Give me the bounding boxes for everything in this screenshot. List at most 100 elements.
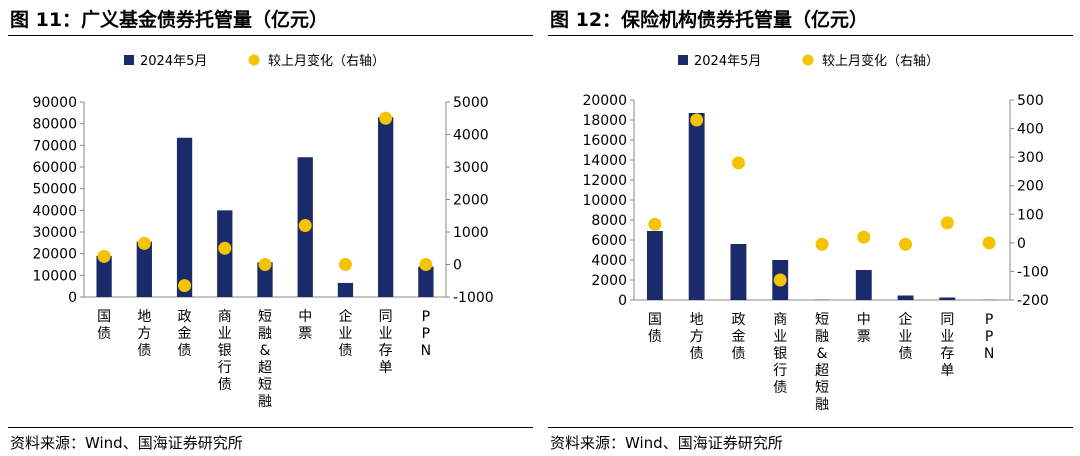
- change-point: [258, 258, 272, 271]
- right-axis-tick-label: 2000: [453, 193, 489, 209]
- title-rule: [8, 35, 533, 36]
- change-point: [690, 113, 704, 127]
- left-axis-tick-label: 50000: [32, 182, 77, 198]
- left-axis-tick-label: 8000: [591, 213, 627, 229]
- right-axis-tick-label: 200: [1017, 179, 1044, 195]
- right-axis-tick-label: 300: [1017, 150, 1044, 166]
- left-axis-tick-label: 0: [68, 290, 77, 306]
- left-axis-tick-label: 90000: [32, 95, 77, 111]
- left-axis-tick-label: 16000: [582, 133, 627, 149]
- change-point: [940, 216, 954, 230]
- change-point: [648, 217, 662, 231]
- category-label: 商业银行债: [773, 312, 787, 396]
- bar: [136, 241, 152, 297]
- right-axis-tick-label: 0: [453, 258, 462, 274]
- bar: [418, 266, 434, 297]
- figure-title: 图 12：保险机构债券托管量（亿元）: [550, 9, 869, 31]
- change-point: [815, 237, 829, 251]
- category-label: 政金债: [731, 312, 745, 362]
- left-axis-tick-label: 20000: [32, 247, 77, 263]
- bar: [646, 231, 663, 300]
- change-point: [178, 279, 192, 293]
- category-label: 地方债: [690, 312, 704, 362]
- change-point: [218, 241, 232, 255]
- category-label: 中票: [857, 312, 871, 345]
- bar: [176, 137, 193, 297]
- change-point: [137, 236, 151, 250]
- category-label: 地方债: [137, 309, 151, 359]
- left-axis-tick-label: 12000: [582, 173, 627, 189]
- left-axis-tick-label: 70000: [32, 138, 77, 154]
- source-rule: [548, 427, 1073, 428]
- change-point: [298, 219, 312, 232]
- right-axis-tick-label: 3000: [453, 160, 489, 176]
- category-label: 政金债: [178, 309, 192, 359]
- category-label: 国债: [97, 309, 111, 342]
- right-axis-tick-label: -1000: [453, 290, 494, 306]
- bar: [688, 113, 705, 300]
- change-point: [773, 273, 787, 287]
- category-label: 企业债: [899, 311, 913, 362]
- change-point: [338, 258, 352, 271]
- figure-title: 图 11：广义基金债券托管量（亿元）: [10, 9, 329, 31]
- left-axis-tick-label: 80000: [32, 117, 77, 133]
- right-axis-tick-label: 100: [1017, 207, 1044, 223]
- source-rule: [8, 427, 533, 428]
- left-axis-tick-label: 10000: [582, 193, 627, 209]
- right-axis-tick-label: 500: [1017, 93, 1044, 109]
- title-rule: [548, 35, 1073, 36]
- legend-bar-swatch: [124, 55, 134, 65]
- left-axis-tick-label: 2000: [591, 273, 627, 289]
- legend-bar-label: 2024年5月: [140, 54, 207, 69]
- bar: [378, 117, 394, 298]
- left-axis-tick-label: 40000: [32, 203, 77, 219]
- left-axis-tick-label: 20000: [582, 93, 627, 109]
- bar: [855, 270, 872, 300]
- right-axis-tick-label: 5000: [453, 95, 489, 111]
- right-axis-tick-label: 1000: [453, 225, 489, 241]
- category-label: 企业债: [338, 308, 352, 359]
- left-axis-tick-label: 4000: [591, 253, 627, 269]
- change-point: [419, 258, 433, 271]
- bar-chart: 2024年5月 较上月变化（右轴）010000200003000040000500…: [32, 53, 494, 410]
- right-axis-tick-label: 400: [1017, 122, 1044, 138]
- right-axis-tick-label: -100: [1017, 264, 1049, 280]
- bar: [730, 244, 747, 300]
- category-label: 商业银行债: [218, 309, 232, 393]
- change-point: [97, 249, 111, 263]
- source-note: 资料来源：Wind、国海证券研究所: [550, 434, 783, 452]
- left-axis-tick-label: 10000: [32, 268, 77, 284]
- legend-dot-swatch: [248, 54, 260, 66]
- change-point: [857, 230, 871, 244]
- legend-dot-label: 较上月变化（右轴）: [268, 53, 385, 69]
- legend-bar-label: 2024年5月: [694, 54, 761, 69]
- left-axis-tick-label: 14000: [582, 153, 627, 169]
- category-label: 同业存单: [379, 309, 393, 376]
- change-point: [379, 111, 393, 125]
- left-axis-tick-label: 18000: [582, 113, 627, 129]
- bar: [897, 295, 914, 300]
- right-axis-tick-label: -200: [1017, 293, 1049, 309]
- source-note: 资料来源：Wind、国海证券研究所: [10, 434, 243, 452]
- bar: [939, 297, 956, 300]
- right-axis-tick-label: 0: [1017, 236, 1026, 252]
- left-axis-tick-label: 60000: [32, 160, 77, 176]
- left-axis-tick-label: 0: [618, 293, 627, 309]
- category-label: 同业存单: [940, 312, 954, 379]
- left-axis-tick-label: 6000: [591, 233, 627, 249]
- change-point: [982, 236, 996, 250]
- category-label: 国债: [648, 312, 662, 345]
- legend-bar-swatch: [678, 55, 688, 65]
- bar: [337, 282, 354, 297]
- change-point: [731, 156, 745, 170]
- chart-panel-1: 图 11：广义基金债券托管量（亿元） 2024年5月 较上月变化（右轴） 0 1000…: [8, 9, 533, 452]
- bar: [257, 262, 273, 297]
- left-axis-tick-label: 30000: [32, 225, 77, 241]
- bar: [96, 255, 112, 297]
- bar-chart: 2024年5月 较上月变化（右轴）020004000600080001000012…: [582, 53, 1049, 413]
- legend-dot-label: 较上月变化（右轴）: [822, 53, 939, 69]
- category-label: 短融&超短融: [815, 312, 829, 413]
- right-axis-tick-label: 4000: [453, 128, 489, 144]
- change-point: [899, 237, 913, 251]
